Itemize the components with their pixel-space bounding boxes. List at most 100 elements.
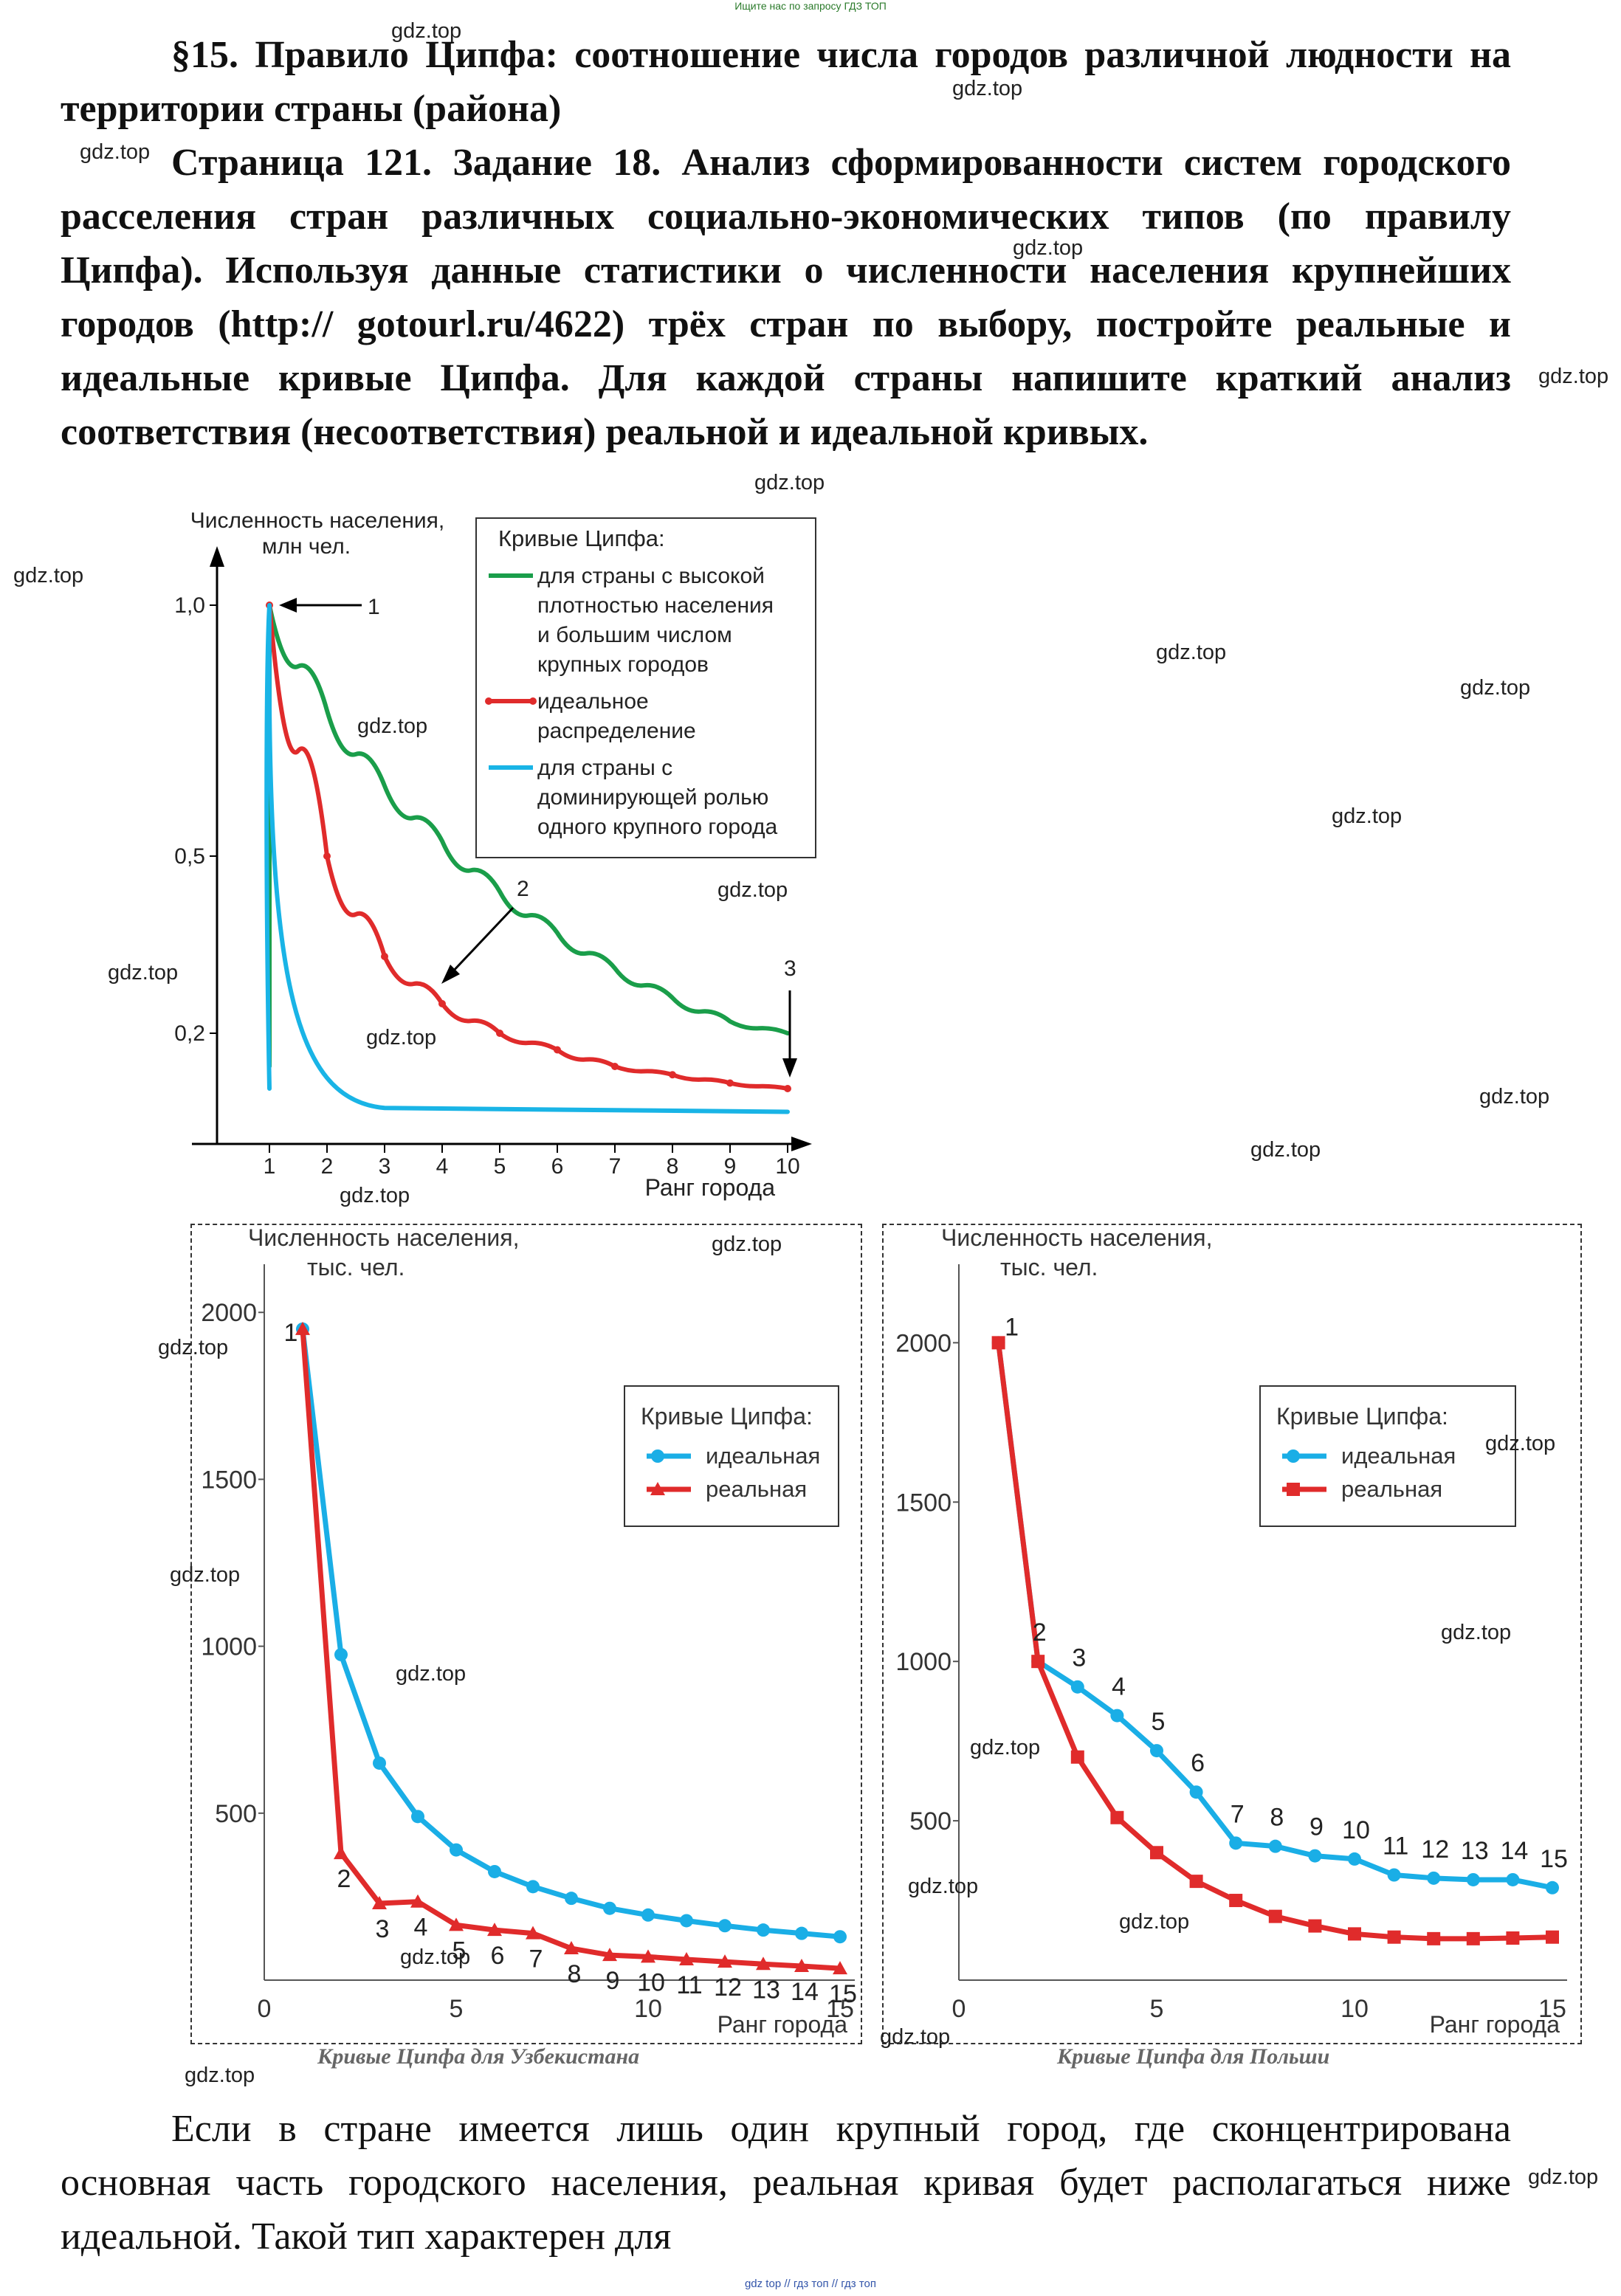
real-point	[1110, 1810, 1124, 1824]
ideal-point	[381, 953, 388, 960]
point-label: 15	[829, 1980, 857, 2008]
ideal-point	[1150, 1744, 1163, 1758]
legend-label: идеальная	[706, 1443, 820, 1469]
conclusion-line: сконцентрирована основная часть городско…	[61, 2108, 1511, 2204]
legend-label: крупных городов	[537, 652, 709, 677]
y-tick-label: 1000	[895, 1648, 951, 1676]
real-point	[1189, 1875, 1203, 1889]
series-line-3	[264, 603, 790, 1114]
ideal-point	[1427, 1871, 1441, 1885]
x-tick-label: 5	[450, 1995, 464, 2023]
watermark: gdz.top	[1528, 2165, 1599, 2189]
x-tick-label: 3	[379, 1154, 391, 1179]
ideal-point	[526, 1880, 540, 1894]
y-axis-arrow	[210, 546, 224, 567]
real-point	[334, 1846, 348, 1860]
y-tick-label: 1500	[201, 1466, 257, 1494]
ideal-point	[323, 852, 331, 860]
watermark: gdz.top	[1485, 1432, 1556, 1455]
task-line: выбору, постройте реальные и идеальные к…	[61, 303, 1512, 399]
real-point	[1466, 1931, 1480, 1945]
real-point	[1387, 1930, 1401, 1944]
ideal-point	[438, 1000, 446, 1007]
legend-marker	[650, 1482, 665, 1495]
watermark: gdz.top	[158, 1336, 229, 1359]
x-tick-label: 10	[634, 1995, 662, 2023]
point-label: 15	[1540, 1845, 1568, 1873]
y-axis-label-line2: млн чел.	[262, 534, 351, 559]
real-point	[679, 1951, 694, 1965]
real-point	[1268, 1909, 1282, 1923]
annotation-2: 2	[441, 877, 529, 984]
annotation-1: 1	[279, 595, 380, 619]
task-line: Страница 121. Задание 18. Анализ сформир…	[171, 142, 1303, 184]
task-text: Страница 121. Задание 18. Анализ сформир…	[61, 136, 1511, 459]
point-label: 2	[1033, 1618, 1047, 1647]
watermark: gdz.top	[108, 961, 179, 985]
point-label: 6	[491, 1942, 505, 1970]
task-line: типов (по правилу Ципфа). Используя данн…	[61, 196, 1511, 292]
legend-label: для страны с	[537, 756, 672, 780]
x-axis-label: Ранг города	[717, 2011, 848, 2038]
watermark: gdz.top	[1156, 641, 1227, 664]
watermark: gdz.top	[391, 19, 462, 43]
point-label: 1	[284, 1319, 298, 1347]
watermark: gdz.top	[185, 2064, 255, 2087]
conclusion-line: будет располагаться ниже идеальной. Тако…	[61, 2162, 1511, 2258]
task-line: страны напишите краткий анализ соответст…	[61, 357, 1511, 453]
point-label: 11	[676, 1971, 702, 1999]
watermark: gdz.top	[908, 1875, 979, 1898]
legend-marker	[485, 697, 492, 705]
watermark: gdz.top	[1479, 1085, 1550, 1109]
real-point	[1348, 1927, 1361, 1941]
watermark: gdz.top	[1460, 676, 1531, 700]
y-tick-label: 0,2	[174, 1021, 205, 1046]
legend-label: одного крупного города	[537, 815, 778, 839]
x-axis-label: Ранг города	[1430, 2011, 1560, 2038]
x-axis-label: Ранг города	[645, 1174, 776, 1201]
ideal-point	[1229, 1836, 1243, 1850]
x-tick-label: 8	[667, 1154, 679, 1179]
watermark: gdz.top	[340, 1184, 410, 1207]
watermark: gdz.top	[717, 878, 788, 902]
legend-label: для страны с высокой	[537, 564, 765, 588]
watermark: gdz.top	[1119, 1910, 1190, 1934]
x-tick-label: 9	[724, 1154, 737, 1179]
conclusion-text: Если в стране имеется лишь один крупный …	[61, 2102, 1511, 2264]
legend-label: и большим числом	[537, 623, 732, 647]
svg-text:1: 1	[368, 595, 380, 619]
svg-text:2: 2	[517, 877, 529, 901]
ideal-point	[411, 1810, 424, 1824]
real-point	[564, 1941, 579, 1955]
ideal-point	[1110, 1709, 1124, 1723]
watermark: gdz.top	[1250, 1138, 1321, 1162]
legend-label: реальная	[1341, 1476, 1442, 1502]
ideal-point	[603, 1901, 616, 1915]
uzbekistan-chart-frame	[190, 1224, 862, 2044]
x-tick-label: 5	[1150, 1995, 1164, 2023]
y-axis-label-line2: тыс. чел.	[1000, 1254, 1098, 1280]
task-line: городского расселения стран различных со…	[61, 142, 1511, 238]
real-point	[641, 1949, 655, 1963]
ideal-point	[611, 1063, 619, 1070]
y-axis-label-line1: Численность населения,	[248, 1224, 519, 1251]
bottom-banner: gdz top // гдз топ // гдз топ	[744, 2278, 877, 2290]
ideal-point	[1308, 1849, 1322, 1863]
ideal-point	[450, 1843, 463, 1857]
legend-title: Кривые Ципфа:	[1276, 1403, 1448, 1430]
y-tick-label: 2000	[201, 1299, 257, 1327]
watermark: gdz.top	[170, 1563, 241, 1587]
ideal-point	[1348, 1852, 1361, 1866]
uzbekistan-zipf-chart: Численность населения, тыс. чел. Ранг горо…	[201, 1224, 857, 2038]
uzbekistan-chart-caption: Кривые Ципфа для Узбекистана	[317, 2044, 640, 2069]
zipf-concept-chart: Численность населения, млн чел. Ранг гор…	[174, 509, 816, 1201]
real-point	[1150, 1846, 1163, 1860]
point-label: 4	[414, 1914, 428, 1942]
y-tick-label: 1000	[201, 1633, 257, 1661]
real-point	[602, 1948, 617, 1962]
point-label: 11	[1383, 1833, 1408, 1861]
legend-label: доминирующей ролью	[537, 785, 768, 810]
x-tick-label: 6	[551, 1154, 564, 1179]
legend-label: идеальная	[1341, 1443, 1456, 1469]
x-tick-label: 10	[775, 1154, 799, 1179]
